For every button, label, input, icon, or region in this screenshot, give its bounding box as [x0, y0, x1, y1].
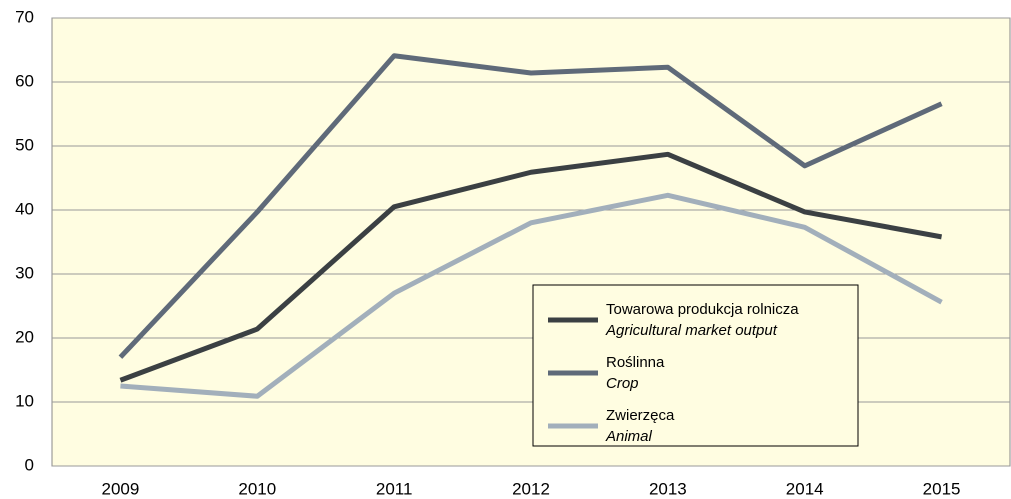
x-tick-label: 2009: [102, 479, 140, 498]
y-tick-label: 30: [15, 263, 34, 282]
legend-label-en: Agricultural market output: [605, 322, 778, 339]
y-tick-label: 10: [15, 391, 34, 410]
legend-label: Zwierzęca: [606, 407, 675, 424]
y-tick-label: 50: [15, 135, 34, 154]
series-line: [118, 53, 943, 359]
x-tick-label: 2014: [786, 479, 824, 498]
y-tick-label: 0: [25, 455, 34, 474]
series-line: [119, 151, 943, 383]
y-tick-label: 20: [15, 327, 34, 346]
x-tick-label: 2012: [512, 479, 550, 498]
legend-label: Roślinna: [606, 354, 665, 371]
x-tick-label: 2013: [649, 479, 687, 498]
series-line: [120, 192, 943, 399]
y-tick-label: 70: [15, 7, 34, 26]
legend-box: [532, 284, 859, 447]
y-tick-label: 60: [15, 71, 34, 90]
x-tick-label: 2015: [923, 479, 961, 498]
legend-label-en: Crop: [606, 375, 639, 392]
x-tick-label: 2010: [238, 479, 276, 498]
y-tick-label: 40: [15, 199, 34, 218]
plot-area: [51, 17, 1011, 467]
x-tick-label: 2011: [376, 479, 413, 498]
legend-label: Towarowa produkcja rolnicza: [606, 301, 799, 318]
legend-label-en: Animal: [605, 428, 653, 445]
